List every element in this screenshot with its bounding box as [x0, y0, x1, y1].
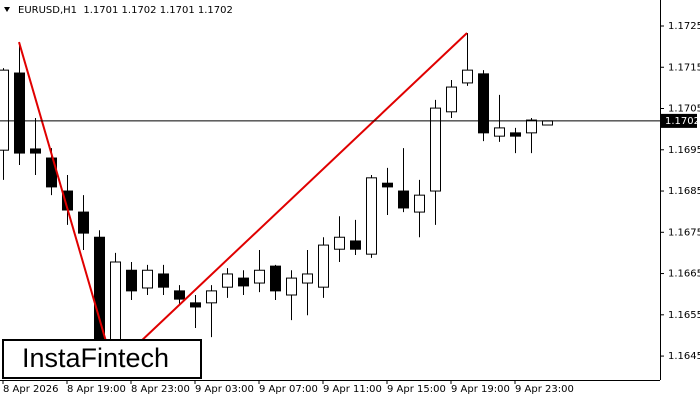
candle-body — [190, 302, 201, 308]
x-tick-label: 8 Apr 2026 — [3, 384, 58, 395]
candle-body — [398, 190, 409, 209]
candle-body — [174, 290, 185, 300]
y-tick-label: 1.1695 — [668, 145, 700, 156]
y-tick-label: 1.1685 — [668, 186, 700, 197]
x-tick-label: 8 Apr 19:00 — [67, 384, 126, 395]
x-tick-label: 9 Apr 11:00 — [323, 384, 382, 395]
candle-body — [0, 69, 9, 151]
candle-body — [494, 127, 505, 137]
candle-body — [254, 269, 265, 284]
current-price-label: 1.1702 — [665, 116, 700, 127]
x-tick-label: 8 Apr 23:00 — [131, 384, 190, 395]
candle-body — [158, 273, 169, 288]
candle-body — [94, 236, 105, 341]
candle-body — [526, 119, 537, 134]
y-tick-label: 1.1675 — [668, 227, 700, 238]
candle-body — [430, 107, 441, 192]
candle-body — [30, 148, 41, 154]
candle-body — [14, 72, 25, 154]
candle-body — [542, 120, 553, 126]
candle-body — [446, 86, 457, 113]
candle-body — [46, 157, 57, 188]
y-tick-label: 1.1715 — [668, 62, 700, 73]
y-tick-label: 1.1645 — [668, 351, 700, 362]
pattern-line — [141, 32, 468, 341]
candle-body — [110, 261, 121, 346]
logo-text: InstaFintech — [22, 343, 169, 373]
candle-body — [142, 269, 153, 289]
plot-area — [0, 32, 553, 350]
candle-body — [366, 177, 377, 255]
candle-body — [126, 269, 137, 292]
y-tick-label: 1.1665 — [668, 269, 700, 280]
candle-body — [334, 236, 345, 250]
candle-body — [382, 182, 393, 188]
candle-body — [478, 73, 489, 134]
current-price-box — [661, 113, 697, 128]
pattern-line — [18, 41, 108, 346]
candle-body — [318, 244, 329, 288]
candle-body — [350, 240, 361, 250]
x-tick-label: 9 Apr 07:00 — [259, 384, 318, 395]
candle-body — [222, 273, 233, 288]
x-tick-label: 9 Apr 15:00 — [387, 384, 446, 395]
candle-body — [238, 277, 249, 287]
candle-body — [286, 277, 297, 296]
y-tick-label: 1.1705 — [668, 104, 700, 115]
candle-body — [78, 211, 89, 234]
candle-body — [270, 265, 281, 292]
candle-body — [414, 194, 425, 213]
chart-title: EURUSD,H1 1.1701 1.1702 1.1701 1.1702 — [18, 5, 233, 16]
y-tick-label: 1.1725 — [668, 21, 700, 32]
candle-body — [206, 290, 217, 304]
x-tick-label: 9 Apr 19:00 — [451, 384, 510, 395]
x-tick-label: 9 Apr 23:00 — [515, 384, 574, 395]
candle-body — [510, 132, 521, 137]
y-tick-label: 1.1655 — [668, 310, 700, 321]
x-tick-label: 9 Apr 03:00 — [195, 384, 254, 395]
logo-box — [2, 339, 202, 379]
menu-arrow — [4, 7, 10, 12]
candle-body — [302, 273, 313, 284]
logo: InstaFintech — [2, 339, 202, 379]
candle-body — [462, 69, 473, 84]
